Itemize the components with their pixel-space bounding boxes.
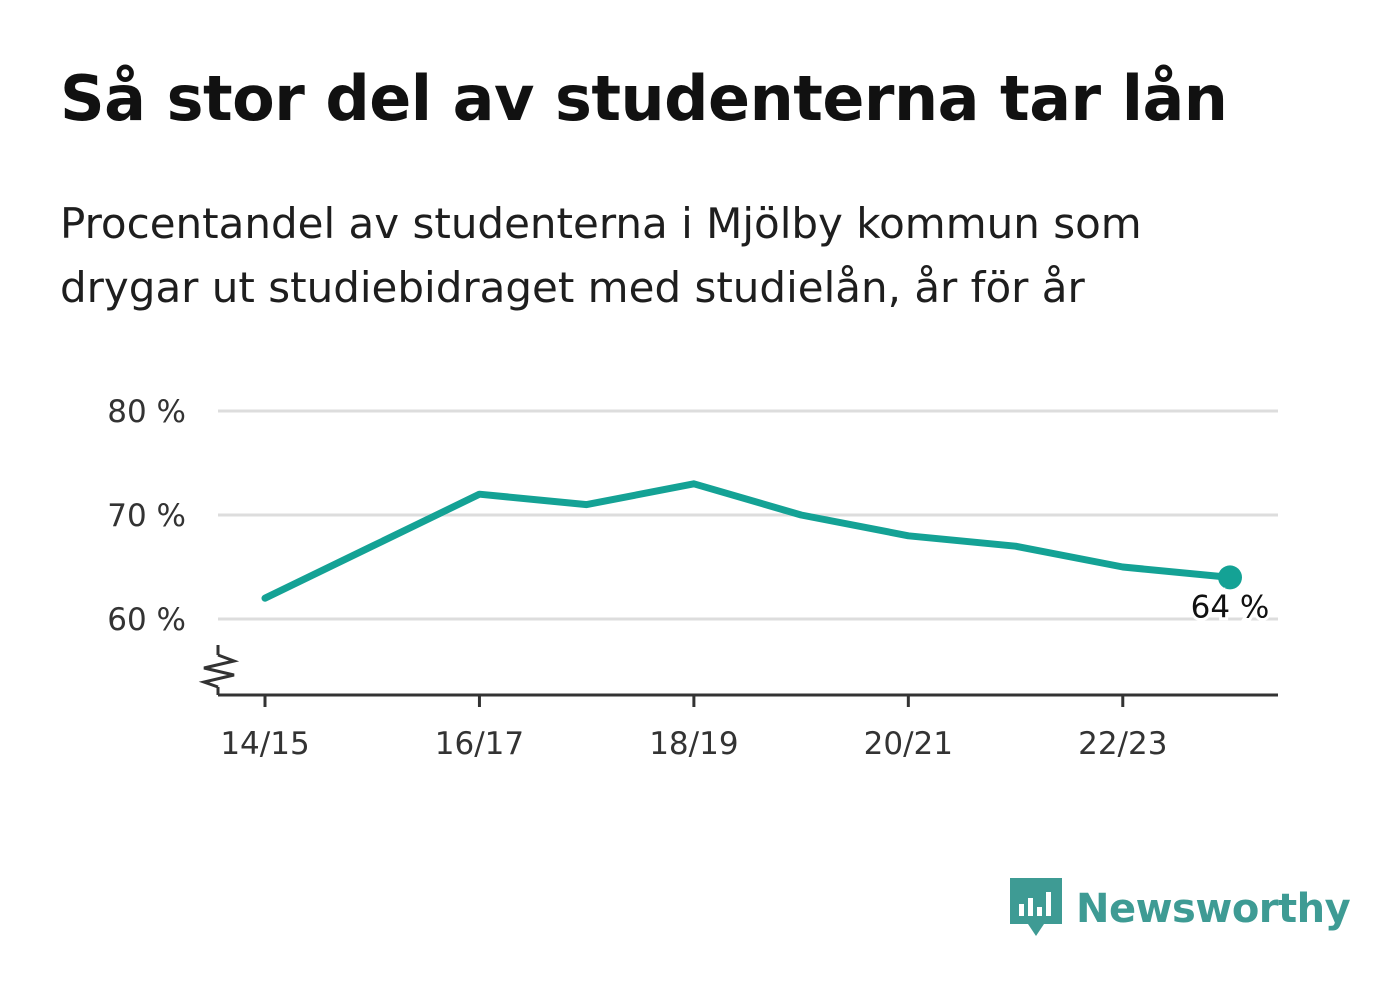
x-tick-label: 16/17 bbox=[435, 726, 524, 762]
chart-title: Så stor del av studenterna tar lån bbox=[60, 62, 1228, 135]
brand-name: Newsworthy bbox=[1076, 886, 1351, 932]
x-tick-label: 14/15 bbox=[220, 726, 309, 762]
x-tick-label: 22/23 bbox=[1078, 726, 1167, 762]
end-value-label: 64 % bbox=[1191, 589, 1270, 625]
end-point-marker bbox=[1218, 565, 1242, 590]
y-tick-label: 80 % bbox=[107, 394, 186, 430]
x-tick-label: 18/19 bbox=[649, 726, 738, 762]
series-group bbox=[261, 480, 1234, 602]
y-tick-label: 70 % bbox=[107, 498, 186, 534]
x-axis bbox=[198, 645, 1278, 707]
x-axis-labels: 14/15 16/17 18/19 20/21 22/23 bbox=[220, 726, 1167, 762]
series-line bbox=[261, 480, 1234, 602]
newsworthy-logo-icon bbox=[1010, 878, 1062, 936]
y-axis-labels: 60 % 70 % 80 % bbox=[107, 394, 186, 638]
x-tick-label: 20/21 bbox=[864, 726, 953, 762]
chart-subtitle: Procentandel av studenterna i Mjölby kom… bbox=[60, 199, 1142, 312]
line-chart: 60 % 70 % 80 % 14/15 16/17 18/19 20/21 22/23 6… bbox=[107, 394, 1278, 762]
y-tick-label: 60 % bbox=[107, 602, 186, 638]
axis-break-icon bbox=[198, 653, 240, 689]
brand-logo: Newsworthy bbox=[1010, 878, 1351, 940]
end-marker-group: 64 % bbox=[1188, 565, 1272, 628]
grid-lines bbox=[218, 409, 1278, 621]
